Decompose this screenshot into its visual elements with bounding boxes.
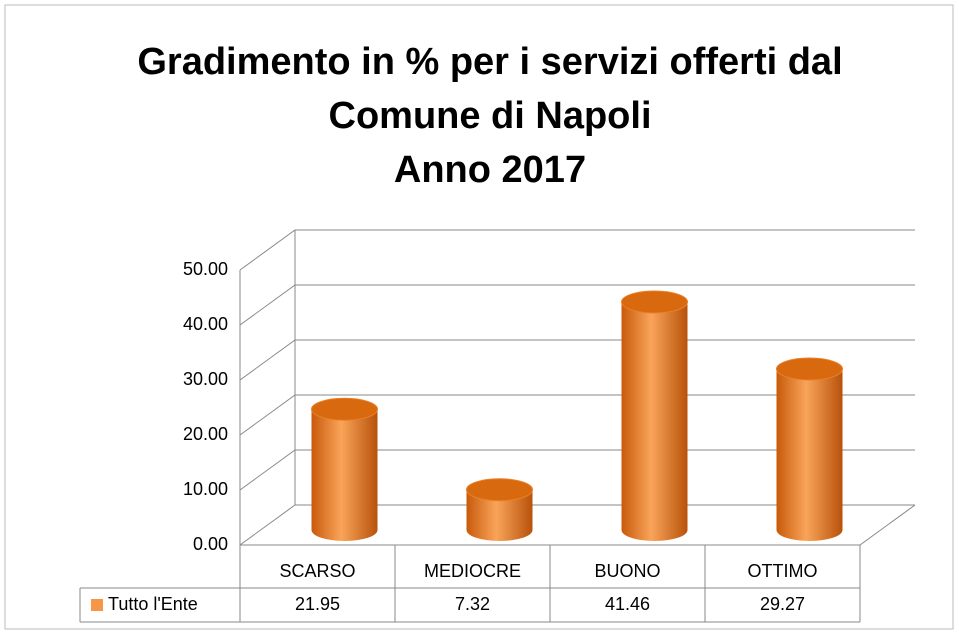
data-label: 41.46 [605,594,650,614]
x-tick-label: OTTIMO [748,561,818,581]
y-tick-label: 20.00 [183,424,228,444]
data-label: 7.32 [455,594,490,614]
cylinder [311,409,378,541]
data-label: 21.95 [295,594,340,614]
y-tick-label: 50.00 [183,259,228,279]
chart-title: Anno 2017 [394,149,586,191]
cylinder-top [311,397,378,421]
x-tick-label: BUONO [594,561,660,581]
data-label: 29.27 [760,594,805,614]
y-tick-label: 0.00 [193,534,228,554]
chart-title: Gradimento in % per i servizi offerti da… [137,41,842,83]
cylinder-top [466,478,533,502]
cylinder-top [776,357,843,381]
grid-line [239,229,915,271]
x-tick-label: MEDIOCRE [424,561,521,581]
grid-line [239,284,915,326]
cylinder [776,369,843,541]
legend-swatch [91,599,103,611]
grid-line [239,504,915,546]
cylinder [466,489,533,541]
y-tick-label: 40.00 [183,314,228,334]
grid-line [239,449,915,491]
grid-line [239,339,915,381]
y-tick-label: 30.00 [183,369,228,389]
cylinder [621,301,688,541]
legend-label: Tutto l'Ente [108,594,198,614]
cylinder-top [621,290,688,314]
x-tick-label: SCARSO [279,561,355,581]
chart-title: Comune di Napoli [329,95,652,137]
y-tick-label: 10.00 [183,479,228,499]
grid-line [239,394,915,436]
